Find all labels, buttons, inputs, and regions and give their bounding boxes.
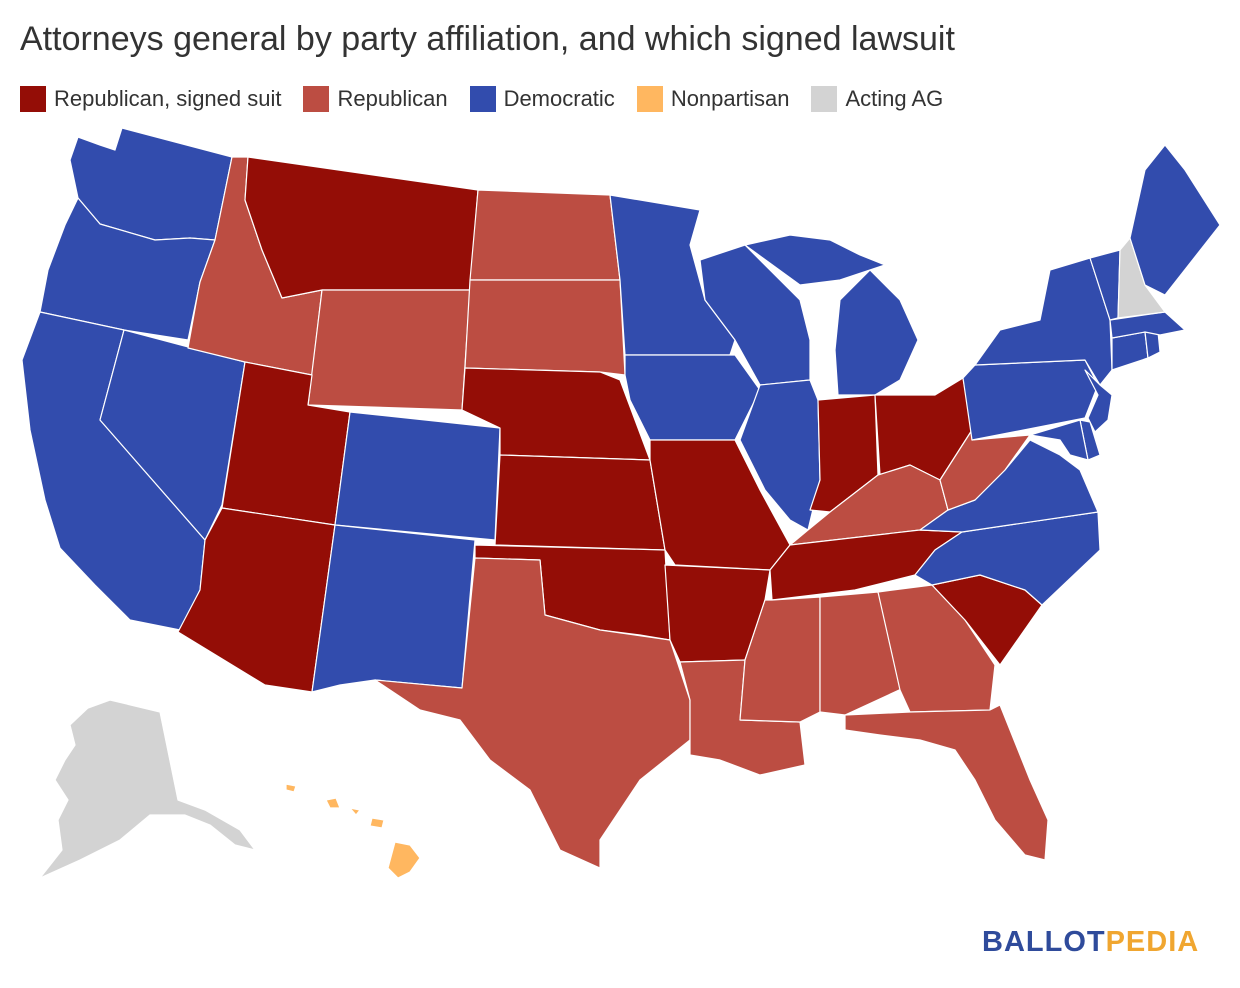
state-tx bbox=[374, 557, 691, 869]
logo-part-pedia: PEDIA bbox=[1105, 926, 1200, 958]
state-sd bbox=[464, 279, 626, 376]
logo-part-ballot: BALLOT bbox=[982, 926, 1106, 958]
map-title: Attorneys general by party affiliation, … bbox=[20, 20, 955, 58]
state-wy bbox=[307, 289, 471, 411]
state-ri bbox=[1144, 331, 1161, 359]
state-ks bbox=[494, 454, 666, 551]
state-ct bbox=[1111, 331, 1149, 371]
state-nd bbox=[469, 189, 621, 281]
legend-label: Democratic bbox=[503, 86, 615, 111]
legend-item-democratic: Democratic bbox=[469, 86, 615, 112]
state-me bbox=[1129, 144, 1221, 296]
state-co bbox=[334, 411, 501, 541]
legend-swatch bbox=[469, 86, 496, 112]
state-mi-up bbox=[744, 234, 886, 286]
legend-label: Nonpartisan bbox=[670, 86, 790, 111]
state-mi bbox=[834, 269, 919, 396]
state-nm bbox=[311, 524, 476, 693]
legend-item-republican-signed-suit: Republican, signed suit bbox=[20, 86, 281, 112]
state-nh bbox=[1117, 237, 1166, 319]
legend-item-republican: Republican bbox=[303, 86, 448, 112]
legend-swatch bbox=[20, 86, 46, 112]
state-hi bbox=[285, 783, 421, 879]
legend-item-acting-ag: Acting AG bbox=[811, 86, 943, 112]
state-nc bbox=[914, 511, 1101, 606]
legend: Republican, signed suit Republican Democ… bbox=[20, 86, 965, 112]
legend-label: Acting AG bbox=[845, 86, 944, 111]
state-ak bbox=[39, 699, 256, 879]
legend-item-nonpartisan: Nonpartisan bbox=[636, 86, 790, 112]
state-fl bbox=[844, 704, 1049, 861]
ballotpedia-logo: BALLOTPEDIA bbox=[982, 926, 1199, 959]
state-md bbox=[1029, 419, 1089, 461]
legend-swatch bbox=[303, 86, 330, 112]
state-mt bbox=[244, 156, 479, 299]
legend-label: Republican, signed suit bbox=[54, 86, 282, 111]
legend-swatch bbox=[811, 86, 838, 112]
legend-label: Republican bbox=[337, 86, 448, 111]
legend-swatch bbox=[636, 86, 663, 112]
state-ia bbox=[624, 354, 761, 441]
state-nj bbox=[1084, 369, 1113, 433]
